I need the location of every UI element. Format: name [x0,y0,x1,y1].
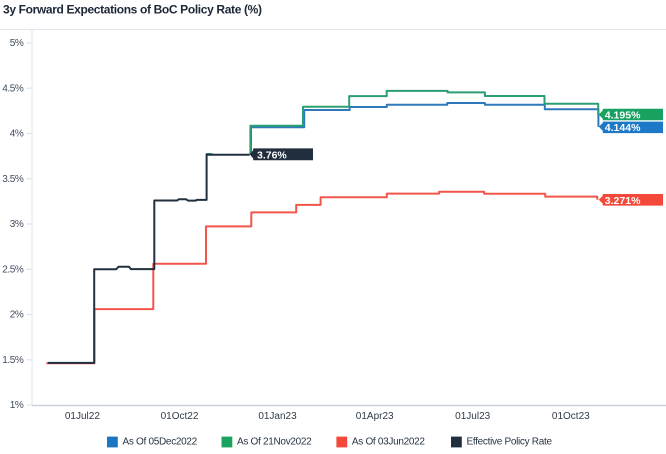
svg-text:3y Forward Expectations of BoC: 3y Forward Expectations of BoC Policy Ra… [3,3,262,17]
svg-text:4.5%: 4.5% [2,83,24,94]
svg-text:01Jul22: 01Jul22 [65,411,100,422]
svg-text:Effective Policy Rate: Effective Policy Rate [467,437,553,448]
svg-text:01Oct23: 01Oct23 [552,411,590,422]
svg-text:As Of 05Dec2022: As Of 05Dec2022 [123,437,198,448]
svg-text:3.5%: 3.5% [2,174,24,185]
svg-text:3.271%: 3.271% [605,195,641,207]
svg-text:01Jan23: 01Jan23 [258,411,297,422]
svg-text:4.195%: 4.195% [605,109,641,121]
svg-text:3.76%: 3.76% [257,149,287,161]
svg-text:1.5%: 1.5% [2,355,24,366]
svg-text:4.144%: 4.144% [605,122,641,134]
svg-text:2.5%: 2.5% [2,264,24,275]
svg-text:4%: 4% [10,129,24,140]
svg-text:01Oct22: 01Oct22 [161,411,199,422]
svg-text:As Of 03Jun2022: As Of 03Jun2022 [352,437,426,448]
svg-text:01Jul23: 01Jul23 [455,411,490,422]
svg-text:2%: 2% [10,310,24,321]
svg-text:3%: 3% [10,219,24,230]
svg-text:As Of 21Nov2022: As Of 21Nov2022 [237,437,312,448]
svg-text:1%: 1% [10,400,24,411]
svg-text:5%: 5% [10,38,24,49]
svg-text:01Apr23: 01Apr23 [356,411,394,422]
